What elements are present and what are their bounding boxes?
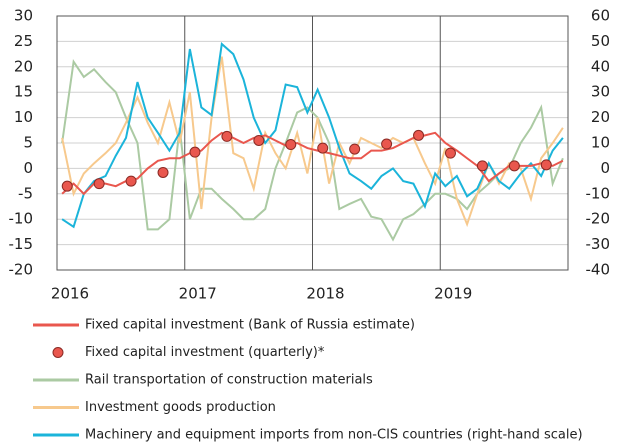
data-point [381,138,393,150]
data-point [61,180,73,192]
y-tick-label: -20 [9,261,34,279]
y-tick-label: -10 [9,210,34,228]
data-point [285,139,297,151]
y2-tick-label: 30 [591,83,610,101]
data-point [444,147,456,159]
data-point [253,134,265,146]
data-point [221,130,233,142]
data-point [317,142,329,154]
data-point [540,159,552,171]
legend-label: Rail transportation of construction mate… [85,373,373,388]
y-tick-label: 0 [23,159,33,177]
legend-label: Fixed capital investment (quarterly)* [85,345,325,360]
legend-marker [52,347,64,358]
x-tick-label: 2019 [434,285,472,303]
legend-label: Machinery and equipment imports from non… [85,428,583,443]
data-point [349,143,361,155]
series-line [61,41,564,229]
y-tick-label: 15 [14,83,33,101]
data-point [476,160,488,172]
y2-tick-label: 20 [591,108,610,126]
x-tick-label: 2018 [306,285,344,303]
series-line [61,58,564,242]
y-tick-label: 25 [14,32,33,50]
legend-label: Fixed capital investment (Bank of Russia… [85,318,415,333]
data-point [93,178,105,190]
y2-tick-label: -10 [586,184,611,202]
y-tick-label: 30 [14,7,33,25]
y-tick-label: 10 [14,108,33,126]
legend-label: Investment goods production [85,400,276,415]
y-tick-label: -5 [18,184,33,202]
data-point [157,166,169,178]
data-point [125,175,137,187]
data-point [508,160,520,172]
y2-tick-label: -30 [586,235,611,253]
y2-tick-label: 60 [591,7,610,25]
data-point [189,146,201,158]
y2-tick-label: -20 [586,210,611,228]
plot-frame [56,15,569,271]
x-tick-label: 2016 [51,285,89,303]
series-line [61,56,564,228]
data-point [413,129,425,141]
y2-tick-label: 0 [600,159,610,177]
y2-tick-label: 10 [591,134,610,152]
y2-tick-label: -40 [586,261,611,279]
y-tick-label: -15 [9,235,34,253]
y2-tick-label: 40 [591,57,610,75]
y2-tick-label: 50 [591,32,610,50]
y-tick-label: 20 [14,57,33,75]
y-tick-label: 5 [23,134,33,152]
x-tick-label: 2017 [179,285,217,303]
